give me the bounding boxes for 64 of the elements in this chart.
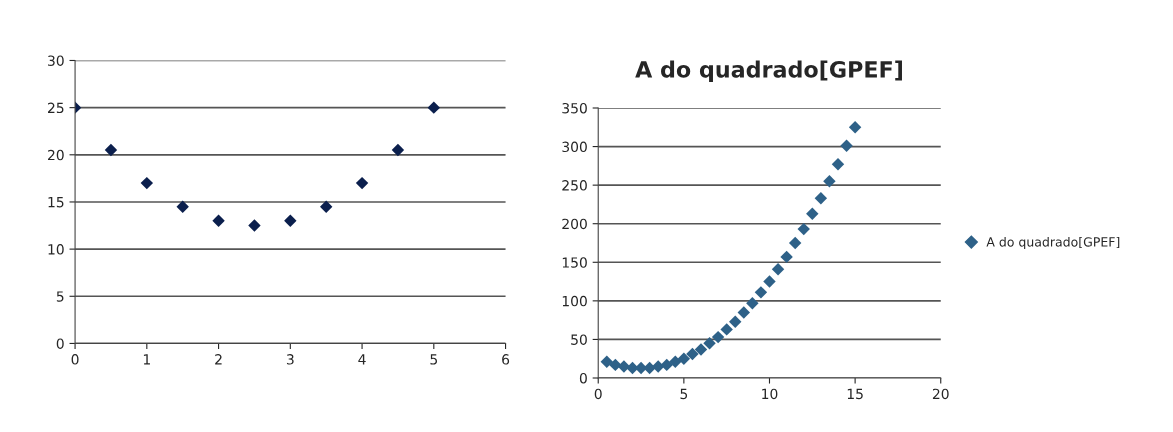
point [848, 121, 862, 134]
x-tick-label: 0 [71, 354, 79, 365]
point [840, 139, 853, 153]
point [780, 250, 793, 264]
y-tick-label: 20 [48, 149, 64, 161]
x-tick-label: 5 [430, 354, 438, 365]
y-tick-label: 350 [562, 102, 587, 114]
point [814, 192, 828, 205]
y-tick-label: 150 [562, 257, 587, 268]
point [104, 143, 118, 157]
point [140, 176, 154, 190]
y-tick-label: 25 [48, 102, 64, 114]
point [176, 200, 189, 213]
x-tick-label: 15 [847, 388, 863, 400]
point [669, 355, 682, 369]
x-tick-label: 2 [215, 354, 222, 365]
point [248, 219, 261, 232]
point [427, 101, 441, 114]
x-tick-label: 3 [286, 354, 294, 365]
point [694, 343, 708, 356]
y-tick-label: 300 [562, 141, 587, 153]
point [660, 358, 673, 372]
legend-label: A do quadrado[GPEF] [986, 236, 1120, 250]
point [703, 337, 716, 350]
y-tick-label: 10 [48, 244, 64, 255]
point [391, 143, 405, 157]
point [355, 176, 369, 190]
point [711, 330, 725, 344]
point [212, 214, 225, 228]
y-tick-label: 5 [56, 291, 64, 302]
y-tick-label: 100 [562, 295, 587, 307]
point [831, 158, 845, 171]
x-tick-label: 10 [762, 388, 778, 400]
x-tick-label: 6 [502, 354, 510, 365]
point [754, 286, 768, 299]
point [284, 214, 297, 228]
point [823, 175, 836, 188]
x-tick-label: 5 [680, 388, 688, 400]
y-tick-label: 0 [56, 338, 64, 349]
point [771, 263, 785, 276]
point [737, 306, 751, 319]
y-tick-label: 30 [48, 55, 64, 66]
x-tick-label: 0 [594, 388, 602, 400]
x-tick-label: 20 [932, 388, 949, 400]
point [797, 222, 810, 236]
y-tick-label: 250 [562, 180, 587, 191]
x-tick-label: 1 [143, 354, 150, 365]
point [729, 315, 742, 328]
point [600, 355, 613, 369]
point [720, 323, 733, 336]
y-tick-label: 200 [562, 218, 587, 230]
point [319, 200, 333, 213]
y-tick-label: 0 [579, 372, 587, 384]
x-tick-label: 4 [358, 354, 366, 365]
point [686, 347, 699, 361]
point [763, 275, 776, 288]
point [634, 361, 648, 375]
y-tick-label: 50 [571, 334, 587, 345]
point [677, 352, 691, 365]
point [746, 296, 759, 310]
chart-title: A do quadrado[GPEF] [635, 60, 902, 83]
y-tick-label: 15 [48, 197, 64, 208]
point [788, 236, 802, 250]
point [806, 207, 819, 220]
